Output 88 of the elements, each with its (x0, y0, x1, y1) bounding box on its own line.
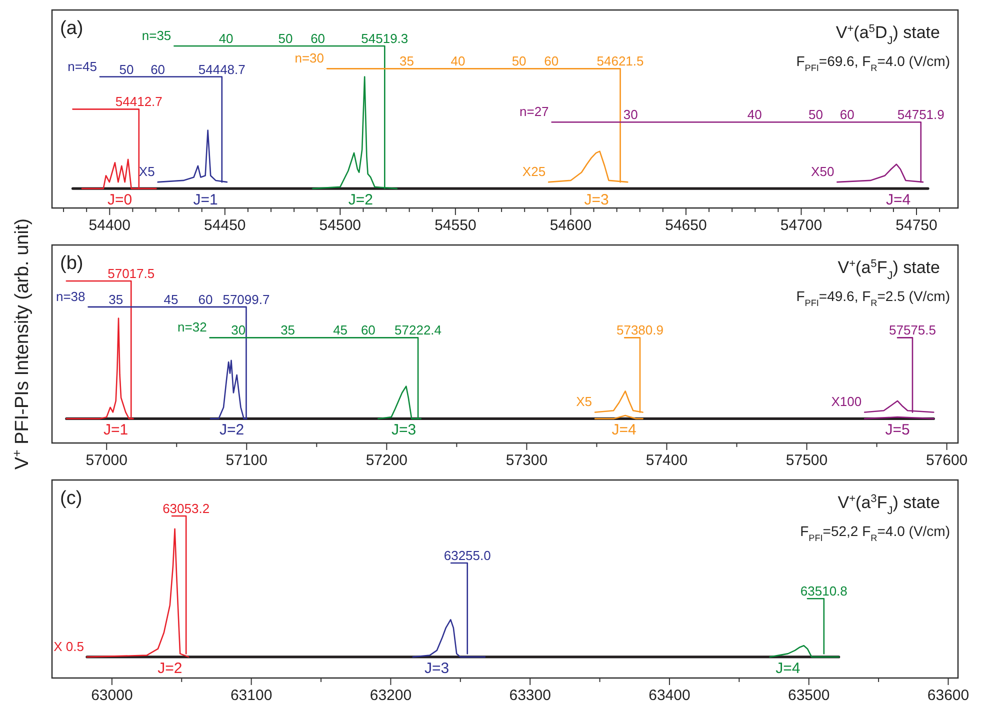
annotation: n=35 (142, 28, 172, 43)
annotation: 40 (218, 31, 234, 46)
chart-title: (a) (60, 18, 84, 39)
annotation: 50 (278, 31, 293, 46)
x-tick-label: 54600 (550, 217, 592, 234)
annotation: n=38 (56, 288, 86, 304)
annotation: 35 (108, 292, 124, 307)
x-tick-label: 57200 (366, 452, 408, 469)
annotation: 50 (808, 107, 823, 122)
annotation: J=2 (219, 422, 244, 439)
annotation: J=3 (391, 422, 416, 439)
x-tick-label: 57600 (926, 452, 968, 469)
annotation: 57099.7 (222, 292, 270, 307)
annotation: J=4 (886, 192, 911, 209)
annotation: J=1 (104, 422, 128, 439)
annotation: 57222.4 (394, 322, 442, 338)
annotation: J=3 (424, 660, 450, 677)
x-tick-label: 63100 (230, 687, 272, 704)
annotation: F$_{PFI}$=49.6, F$_{R}$=2.5 (V/cm) (796, 288, 950, 308)
annotation: 54751.9 (897, 107, 944, 122)
x-tick-label: 63000 (91, 687, 133, 704)
annotation: 57380.9 (616, 322, 664, 338)
annotation: 60 (360, 322, 376, 338)
annotation: J=4 (776, 660, 800, 677)
x-tick-label: 54450 (204, 217, 246, 234)
annotation: 40 (747, 107, 762, 122)
annotation: 54412.7 (115, 94, 162, 110)
annotation: 54519.3 (361, 31, 408, 46)
annotation: F$_{PFI}$=52,2 F$_{R}$=4.0 (V/cm) (800, 523, 950, 543)
annotation: X5 (576, 394, 592, 410)
annotation: X 0.5 (54, 638, 84, 654)
chart-title: (c) (60, 488, 82, 509)
annotation: 35 (400, 54, 414, 69)
annotation: 30 (623, 107, 638, 122)
annotation: n=27 (520, 104, 549, 120)
annotation: 60 (198, 292, 213, 307)
x-tick-label: 63300 (509, 687, 551, 704)
annotation: 54448.7 (198, 62, 246, 77)
x-tick-label: 57100 (226, 452, 268, 469)
x-tick-label: 57000 (86, 452, 128, 469)
x-tick-label: 63400 (648, 687, 690, 704)
chart-title: (b) (60, 253, 84, 274)
annotation: 57017.5 (108, 266, 155, 281)
x-tick-label: 54550 (434, 217, 476, 234)
annotation: 35 (280, 322, 296, 338)
annotation: 60 (310, 31, 326, 46)
annotation: 60 (840, 107, 854, 122)
annotation: 45 (164, 292, 178, 307)
annotation: J=4 (612, 422, 636, 439)
x-tick-label: 63500 (788, 687, 830, 704)
x-tick-label: 54650 (665, 217, 707, 234)
x-tick-label: 54400 (88, 217, 130, 234)
annotation: 60 (150, 62, 166, 77)
annotation: 63053.2 (162, 501, 210, 516)
annotation: n=45 (68, 58, 97, 74)
x-tick-label: 57400 (646, 452, 688, 469)
annotation: J=5 (885, 422, 910, 439)
x-tick-label: 63600 (927, 687, 970, 704)
annotation: 57575.5 (888, 322, 936, 338)
annotation: 63255.0 (444, 548, 491, 563)
annotation: F$_{PFI}$=69.6, F$_{R}$=4.0 (V/cm) (796, 53, 950, 73)
annotation: 60 (544, 54, 559, 69)
annotation: n=32 (178, 320, 207, 335)
annotation: 50 (119, 62, 134, 77)
chart-subtitle: V$^{+}$(a$^{3}$F$_{J}$) state (838, 493, 940, 517)
annotation: 54621.5 (596, 54, 644, 69)
annotation: n=30 (294, 50, 324, 66)
annotation: X100 (831, 394, 862, 410)
annotation: J=0 (107, 192, 132, 209)
annotation: 30 (231, 322, 246, 338)
annotation: J=1 (193, 192, 218, 209)
annotation: J=2 (348, 192, 373, 209)
annotation: 40 (450, 54, 466, 69)
annotation: J=2 (158, 660, 182, 677)
x-tick-label: 57300 (506, 452, 548, 469)
annotation: 45 (333, 322, 348, 338)
x-tick-label: 54500 (319, 217, 362, 234)
annotation: X25 (522, 164, 546, 180)
annotation: 50 (512, 54, 526, 69)
chart-subtitle: V$^{+}$(a$^{5}$D$_{J}$) state (836, 23, 940, 47)
annotation: 63510.8 (800, 584, 848, 599)
x-tick-label: 54700 (780, 217, 822, 234)
x-tick-label: 57500 (786, 452, 828, 469)
chart-subtitle: V$^{+}$(a$^{5}$F$_{J}$) state (838, 258, 940, 282)
x-tick-label: 54750 (896, 217, 938, 234)
x-tick-label: 63200 (370, 687, 412, 704)
annotation: X50 (811, 164, 834, 180)
annotation: J=3 (584, 192, 609, 209)
